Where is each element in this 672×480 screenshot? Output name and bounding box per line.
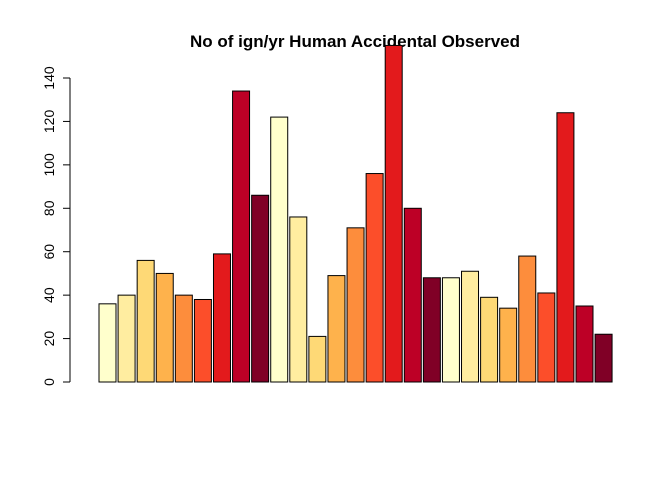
y-tick-label: 20 — [41, 331, 57, 347]
bar-23 — [518, 255, 537, 383]
y-tick-label: 40 — [41, 287, 57, 303]
bar-20 — [461, 270, 480, 383]
y-tick-label: 100 — [41, 153, 57, 177]
bar-7 — [212, 253, 231, 383]
chart-title: No of ign/yr Human Accidental Observed — [190, 32, 520, 51]
bar-3 — [136, 259, 155, 383]
y-tick-label: 80 — [41, 200, 57, 216]
bar-25 — [556, 112, 575, 383]
bar-13 — [327, 275, 346, 383]
y-tick-label: 0 — [41, 378, 57, 386]
bar-26 — [575, 305, 594, 383]
y-tick-label: 120 — [41, 110, 57, 134]
bar-14 — [346, 227, 365, 383]
bar-6 — [193, 298, 212, 383]
bars-group — [98, 44, 613, 383]
bar-27 — [594, 333, 613, 383]
bar-21 — [480, 296, 499, 383]
bar-11 — [289, 216, 308, 383]
bar-1 — [98, 303, 117, 383]
bar-8 — [232, 90, 251, 383]
bar-12 — [308, 335, 327, 383]
bar-18 — [422, 277, 441, 383]
bar-2 — [117, 294, 136, 383]
bar-15 — [365, 173, 384, 383]
bar-5 — [174, 294, 193, 383]
y-axis: 0 20 40 60 80 100 120 140 — [41, 66, 71, 386]
bar-19 — [441, 277, 460, 383]
y-tick-label: 140 — [41, 66, 57, 90]
bar-17 — [403, 207, 422, 383]
bar-9 — [251, 194, 270, 383]
bar-16 — [384, 44, 403, 383]
y-tick-label: 60 — [41, 244, 57, 260]
bar-10 — [270, 116, 289, 383]
bar-24 — [537, 292, 556, 383]
bar-4 — [155, 272, 174, 383]
bar-22 — [499, 307, 518, 383]
